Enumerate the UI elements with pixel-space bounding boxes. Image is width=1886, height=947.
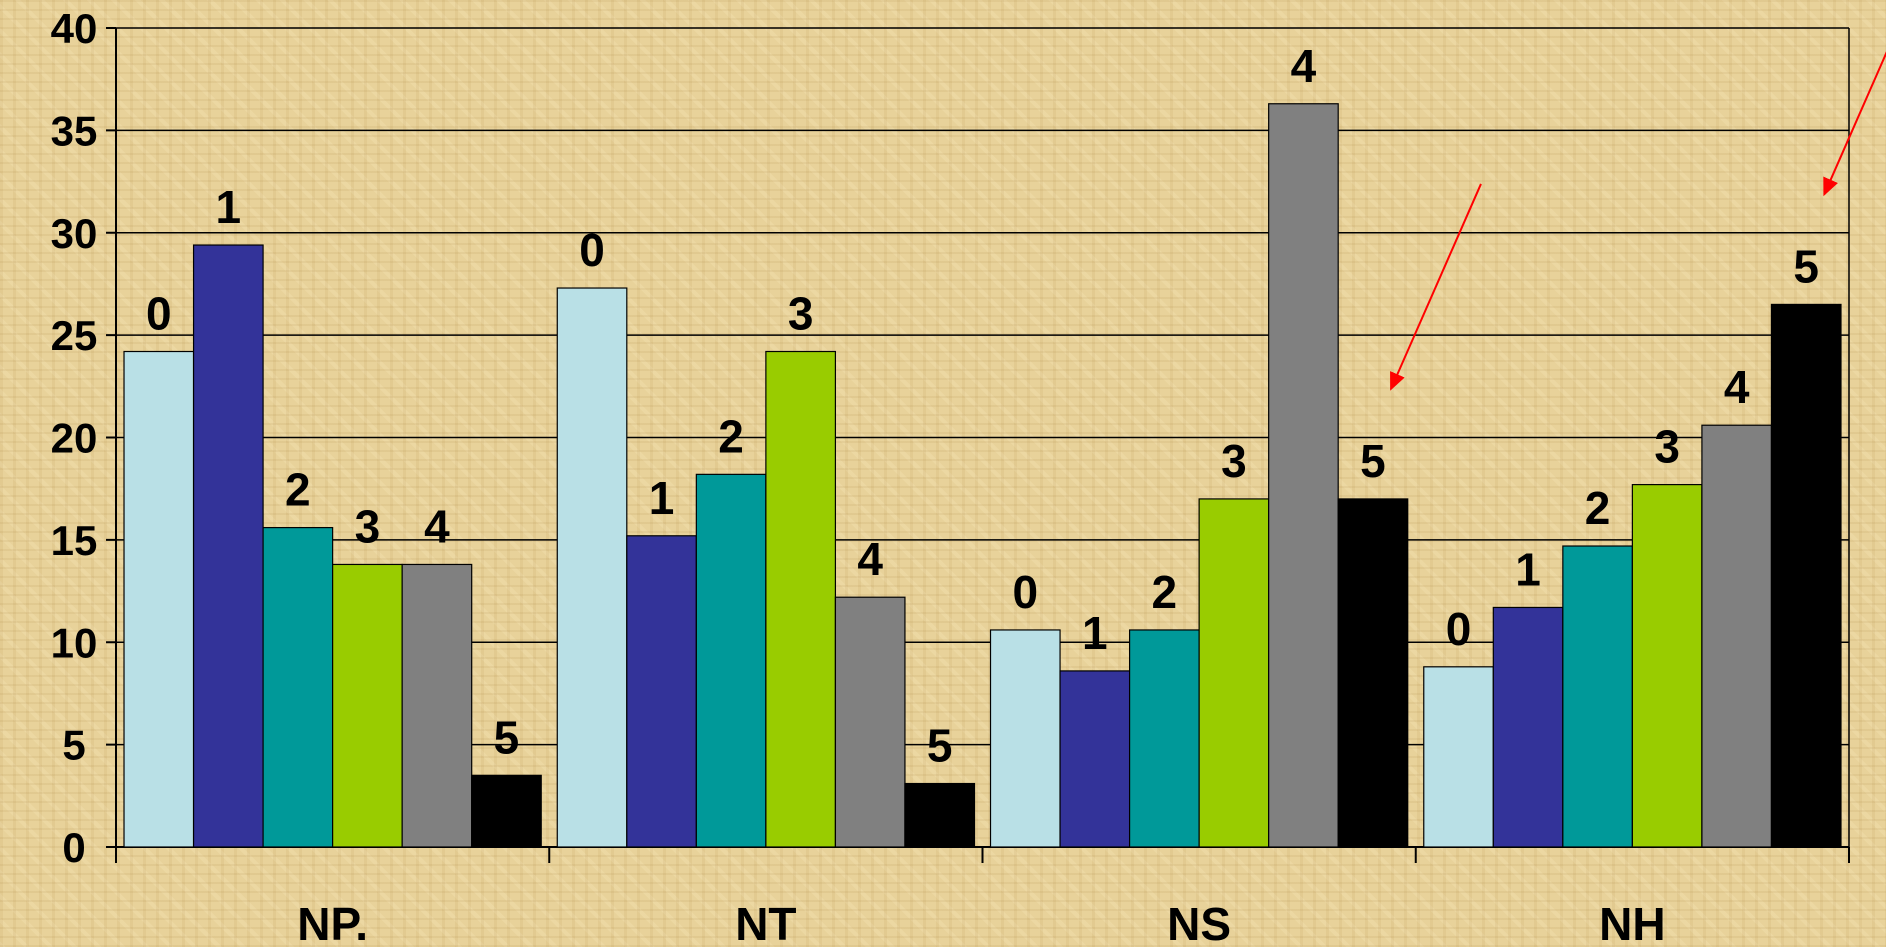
- bar: [626, 535, 697, 848]
- bar: [1770, 303, 1842, 848]
- bar-data-label: 3: [1221, 435, 1247, 487]
- bar-data-label: 5: [1360, 435, 1386, 487]
- bar-data-label: 3: [1654, 421, 1680, 473]
- x-category-label: NS: [1167, 898, 1231, 947]
- bar-data-label: 4: [1724, 361, 1750, 413]
- bar-data-label: 1: [1082, 607, 1108, 659]
- bar-data-label: 2: [1585, 482, 1611, 534]
- bar: [695, 473, 767, 848]
- bar: [332, 563, 403, 848]
- bar: [765, 350, 837, 848]
- bar-data-label: 0: [1012, 566, 1038, 618]
- y-tick-label: 30: [51, 210, 98, 257]
- annotations: [1390, 51, 1886, 391]
- y-tick-label: 40: [51, 5, 98, 52]
- bar: [471, 774, 542, 848]
- bar: [1631, 483, 1703, 848]
- bar: [1337, 498, 1409, 848]
- bar-data-label: 4: [424, 500, 450, 552]
- y-tick-label: 5: [62, 722, 85, 769]
- y-tick-label: 35: [51, 107, 98, 154]
- x-category-label: NH: [1599, 898, 1665, 947]
- bar-data-label: 0: [146, 288, 172, 340]
- bar-data-label: 5: [494, 711, 520, 763]
- bar: [1198, 498, 1270, 848]
- bar: [834, 596, 906, 848]
- bar-data-label: 0: [579, 224, 605, 276]
- y-tick-label: 0: [62, 824, 85, 871]
- bar: [1059, 670, 1131, 848]
- bar-data-label: 1: [1515, 543, 1541, 595]
- bars: [123, 103, 1842, 848]
- bar-data-label: 5: [1793, 240, 1819, 292]
- bar: [1701, 424, 1773, 848]
- bar-data-label: 5: [927, 720, 953, 772]
- bar: [1492, 606, 1564, 848]
- bar: [1268, 103, 1339, 848]
- x-category-label: NT: [735, 898, 796, 947]
- bar-data-label: 4: [1291, 40, 1317, 92]
- bar: [989, 629, 1061, 848]
- bar: [904, 782, 976, 848]
- y-tick-label: 10: [51, 619, 98, 666]
- bar-data-label: 1: [649, 472, 675, 524]
- red-arrow-annotation: [1823, 51, 1886, 197]
- bar-data-label: 2: [718, 410, 744, 462]
- x-category-label: NP.: [297, 898, 368, 947]
- bar-data-label: 0: [1446, 603, 1472, 655]
- y-tick-label: 20: [51, 415, 98, 462]
- bar-data-label: 4: [857, 533, 883, 585]
- bar: [1423, 666, 1494, 848]
- y-tick-label: 15: [51, 517, 98, 564]
- bar: [1562, 545, 1633, 848]
- bar: [1128, 629, 1200, 848]
- bar: [401, 563, 473, 848]
- bar-data-label: 2: [1152, 566, 1178, 618]
- y-tick-label: 25: [51, 312, 98, 359]
- bar-data-label: 2: [285, 464, 311, 516]
- bar-data-label: 3: [788, 288, 814, 340]
- red-arrow-annotation: [1390, 183, 1482, 391]
- bar: [192, 244, 264, 848]
- bar-data-label: 3: [355, 500, 381, 552]
- bar-data-label: 1: [216, 181, 242, 233]
- bar: [262, 526, 334, 848]
- bar: [556, 287, 628, 848]
- bar: [123, 350, 195, 848]
